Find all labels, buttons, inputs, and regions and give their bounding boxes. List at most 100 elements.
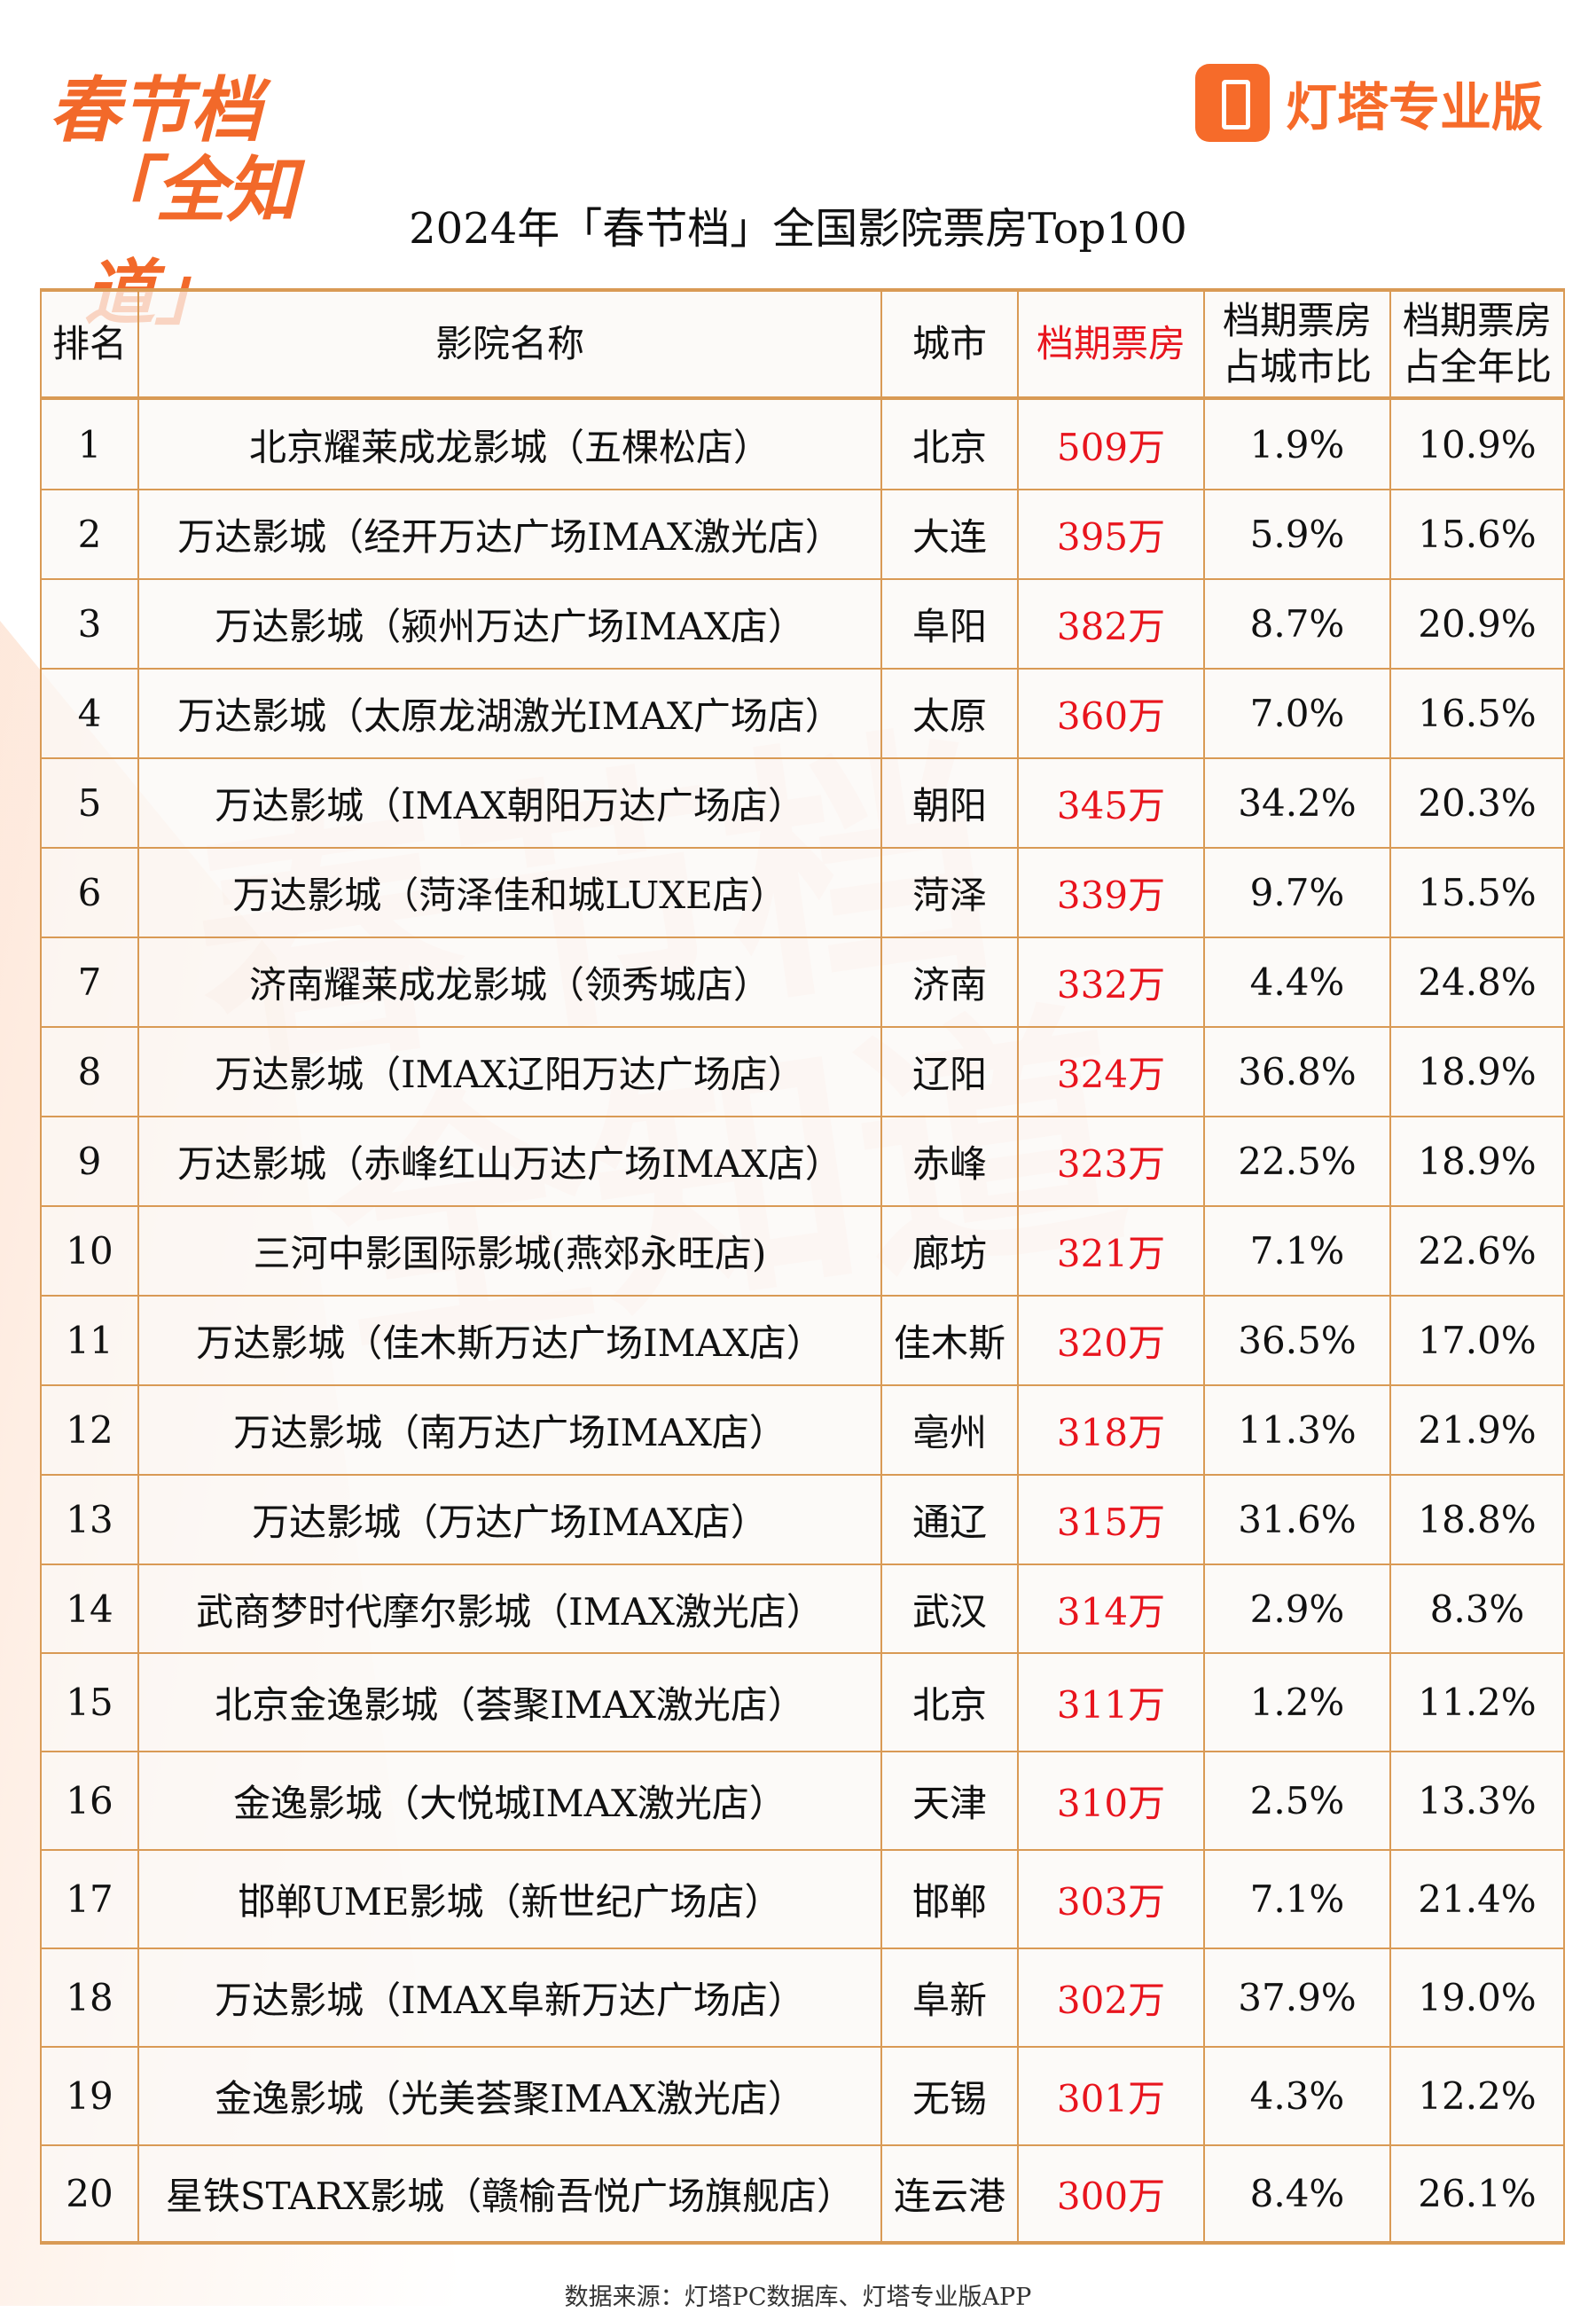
cinema-ranking-table: 排名 影院名称 城市 档期票房 档期票房占城市比 档期票房占全年比 1 北京耀莱成… bbox=[40, 288, 1565, 2245]
cell-cinema-name: 北京金逸影城（荟聚IMAX激光店） bbox=[137, 1652, 882, 1752]
dengta-logo-text: 灯塔专业版 bbox=[1286, 77, 1544, 137]
cell-year-ratio: 22.6% bbox=[1389, 1205, 1565, 1297]
cell-city: 佳木斯 bbox=[880, 1295, 1019, 1386]
header-city: 城市 bbox=[880, 288, 1019, 400]
table-row: 15 北京金逸影城（荟聚IMAX激光店） 北京 311万 1.2% 11.2% bbox=[40, 1652, 1565, 1752]
cell-city-ratio: 1.9% bbox=[1203, 397, 1391, 490]
cell-cinema-name: 万达影城（IMAX朝阳万达广场店） bbox=[137, 757, 882, 849]
dengta-logo: 灯塔专业版 bbox=[1195, 64, 1543, 142]
cell-year-ratio: 12.2% bbox=[1389, 2046, 1565, 2146]
cell-city-ratio: 34.2% bbox=[1203, 757, 1391, 849]
header-city-ratio: 档期票房占城市比 bbox=[1203, 288, 1391, 400]
cell-box-office: 318万 bbox=[1017, 1384, 1205, 1476]
cell-cinema-name: 万达影城（经开万达广场IMAX激光店） bbox=[137, 489, 882, 580]
cell-city-ratio: 31.6% bbox=[1203, 1474, 1391, 1565]
cell-rank: 20 bbox=[40, 2144, 139, 2245]
cell-year-ratio: 17.0% bbox=[1389, 1295, 1565, 1386]
cell-box-office: 310万 bbox=[1017, 1751, 1205, 1851]
cell-city: 菏泽 bbox=[880, 847, 1019, 938]
table-row: 17 邯郸UME影城（新世纪广场店） 邯郸 303万 7.1% 21.4% bbox=[40, 1849, 1565, 1949]
cell-rank: 8 bbox=[40, 1026, 139, 1117]
cell-city: 北京 bbox=[880, 1652, 1019, 1752]
cell-city: 大连 bbox=[880, 489, 1019, 580]
cell-cinema-name: 万达影城（太原龙湖激光IMAX广场店） bbox=[137, 668, 882, 759]
cell-box-office: 315万 bbox=[1017, 1474, 1205, 1565]
cell-rank: 4 bbox=[40, 668, 139, 759]
cell-rank: 10 bbox=[40, 1205, 139, 1297]
cell-year-ratio: 10.9% bbox=[1389, 397, 1565, 490]
cell-cinema-name: 金逸影城（光美荟聚IMAX激光店） bbox=[137, 2046, 882, 2146]
cell-box-office: 509万 bbox=[1017, 397, 1205, 490]
cell-city: 武汉 bbox=[880, 1564, 1019, 1654]
cell-city-ratio: 7.0% bbox=[1203, 668, 1391, 759]
cell-box-office: 324万 bbox=[1017, 1026, 1205, 1117]
cell-cinema-name: 万达影城（IMAX辽阳万达广场店） bbox=[137, 1026, 882, 1117]
cell-box-office: 300万 bbox=[1017, 2144, 1205, 2245]
header-rank: 排名 bbox=[40, 288, 139, 400]
table-row: 16 金逸影城（大悦城IMAX激光店） 天津 310万 2.5% 13.3% bbox=[40, 1751, 1565, 1851]
cell-year-ratio: 18.9% bbox=[1389, 1026, 1565, 1117]
cell-rank: 12 bbox=[40, 1384, 139, 1476]
cell-rank: 18 bbox=[40, 1948, 139, 2048]
cell-box-office: 360万 bbox=[1017, 668, 1205, 759]
cell-city-ratio: 4.3% bbox=[1203, 2046, 1391, 2146]
cell-city-ratio: 7.1% bbox=[1203, 1205, 1391, 1297]
table-row: 14 武商梦时代摩尔影城（IMAX激光店） 武汉 314万 2.9% 8.3% bbox=[40, 1564, 1565, 1654]
cell-city-ratio: 8.7% bbox=[1203, 578, 1391, 670]
cell-year-ratio: 20.3% bbox=[1389, 757, 1565, 849]
cell-cinema-name: 万达影城（菏泽佳和城LUXE店） bbox=[137, 847, 882, 938]
cell-city: 辽阳 bbox=[880, 1026, 1019, 1117]
cell-city: 连云港 bbox=[880, 2144, 1019, 2245]
cell-box-office: 382万 bbox=[1017, 578, 1205, 670]
cell-box-office: 320万 bbox=[1017, 1295, 1205, 1386]
cell-cinema-name: 万达影城（颍州万达广场IMAX店） bbox=[137, 578, 882, 670]
cell-box-office: 339万 bbox=[1017, 847, 1205, 938]
cell-rank: 3 bbox=[40, 578, 139, 670]
table-row: 5 万达影城（IMAX朝阳万达广场店） 朝阳 345万 34.2% 20.3% bbox=[40, 757, 1565, 849]
cell-rank: 19 bbox=[40, 2046, 139, 2146]
cell-rank: 11 bbox=[40, 1295, 139, 1386]
table-header: 排名 影院名称 城市 档期票房 档期票房占城市比 档期票房占全年比 bbox=[40, 288, 1565, 400]
cell-year-ratio: 19.0% bbox=[1389, 1948, 1565, 2048]
cell-box-office: 301万 bbox=[1017, 2046, 1205, 2146]
table-row: 3 万达影城（颍州万达广场IMAX店） 阜阳 382万 8.7% 20.9% bbox=[40, 578, 1565, 670]
cell-box-office: 314万 bbox=[1017, 1564, 1205, 1654]
cell-city: 济南 bbox=[880, 937, 1019, 1028]
cell-cinema-name: 万达影城（IMAX阜新万达广场店） bbox=[137, 1948, 882, 2048]
cell-year-ratio: 18.8% bbox=[1389, 1474, 1565, 1565]
table-row: 9 万达影城（赤峰红山万达广场IMAX店） 赤峰 323万 22.5% 18.9% bbox=[40, 1116, 1565, 1207]
cell-city: 阜新 bbox=[880, 1948, 1019, 2048]
cell-year-ratio: 15.5% bbox=[1389, 847, 1565, 938]
table-row: 13 万达影城（万达广场IMAX店） 通辽 315万 31.6% 18.8% bbox=[40, 1474, 1565, 1565]
cell-rank: 13 bbox=[40, 1474, 139, 1565]
header-year-ratio-text: 档期票房占全年比 bbox=[1402, 298, 1552, 389]
lighthouse-icon bbox=[1195, 64, 1270, 142]
cell-rank: 1 bbox=[40, 397, 139, 490]
cell-year-ratio: 21.4% bbox=[1389, 1849, 1565, 1949]
cell-year-ratio: 24.8% bbox=[1389, 937, 1565, 1028]
cell-box-office: 321万 bbox=[1017, 1205, 1205, 1297]
table-row: 1 北京耀莱成龙影城（五棵松店） 北京 509万 1.9% 10.9% bbox=[40, 397, 1565, 490]
cell-rank: 16 bbox=[40, 1751, 139, 1851]
table-row: 18 万达影城（IMAX阜新万达广场店） 阜新 302万 37.9% 19.0% bbox=[40, 1948, 1565, 2048]
cell-city: 天津 bbox=[880, 1751, 1019, 1851]
cell-city-ratio: 22.5% bbox=[1203, 1116, 1391, 1207]
cell-city: 邯郸 bbox=[880, 1849, 1019, 1949]
cell-city: 无锡 bbox=[880, 2046, 1019, 2146]
cell-cinema-name: 星铁STARX影城（赣榆吾悦广场旗舰店） bbox=[137, 2144, 882, 2245]
table-row: 7 济南耀莱成龙影城（领秀城店） 济南 332万 4.4% 24.8% bbox=[40, 937, 1565, 1028]
header-box-office: 档期票房 bbox=[1017, 288, 1205, 400]
cell-city: 亳州 bbox=[880, 1384, 1019, 1476]
cell-city-ratio: 37.9% bbox=[1203, 1948, 1391, 2048]
cell-rank: 17 bbox=[40, 1849, 139, 1949]
cell-box-office: 332万 bbox=[1017, 937, 1205, 1028]
cell-city-ratio: 36.8% bbox=[1203, 1026, 1391, 1117]
cell-box-office: 303万 bbox=[1017, 1849, 1205, 1949]
cell-cinema-name: 武商梦时代摩尔影城（IMAX激光店） bbox=[137, 1564, 882, 1654]
table-row: 20 星铁STARX影城（赣榆吾悦广场旗舰店） 连云港 300万 8.4% 26.1% bbox=[40, 2144, 1565, 2245]
cell-city-ratio: 4.4% bbox=[1203, 937, 1391, 1028]
table-row: 10 三河中影国际影城(燕郊永旺店) 廊坊 321万 7.1% 22.6% bbox=[40, 1205, 1565, 1297]
cell-rank: 9 bbox=[40, 1116, 139, 1207]
cell-city-ratio: 9.7% bbox=[1203, 847, 1391, 938]
cell-city: 廊坊 bbox=[880, 1205, 1019, 1297]
